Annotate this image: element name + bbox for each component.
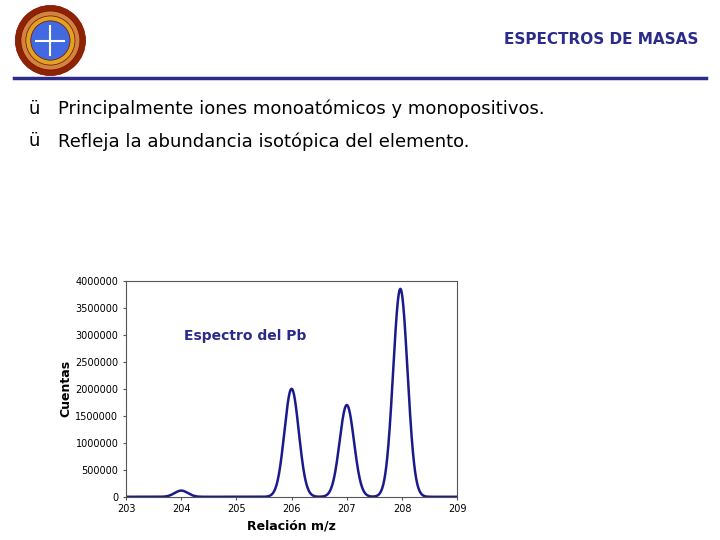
X-axis label: Relación m/z: Relación m/z — [247, 520, 336, 533]
Text: Espectro del Pb: Espectro del Pb — [184, 329, 306, 343]
Text: Refleja la abundancia isotópica del elemento.: Refleja la abundancia isotópica del elem… — [58, 132, 469, 151]
Text: Principalmente iones monoatómicos y monopositivos.: Principalmente iones monoatómicos y mono… — [58, 100, 544, 118]
Circle shape — [15, 5, 86, 76]
Text: ESPECTROS DE MASAS: ESPECTROS DE MASAS — [504, 32, 698, 48]
Circle shape — [31, 21, 70, 60]
Text: ü: ü — [29, 132, 40, 150]
Text: ü: ü — [29, 100, 40, 118]
Y-axis label: Cuentas: Cuentas — [60, 360, 73, 417]
Circle shape — [21, 11, 80, 70]
Circle shape — [26, 16, 75, 65]
